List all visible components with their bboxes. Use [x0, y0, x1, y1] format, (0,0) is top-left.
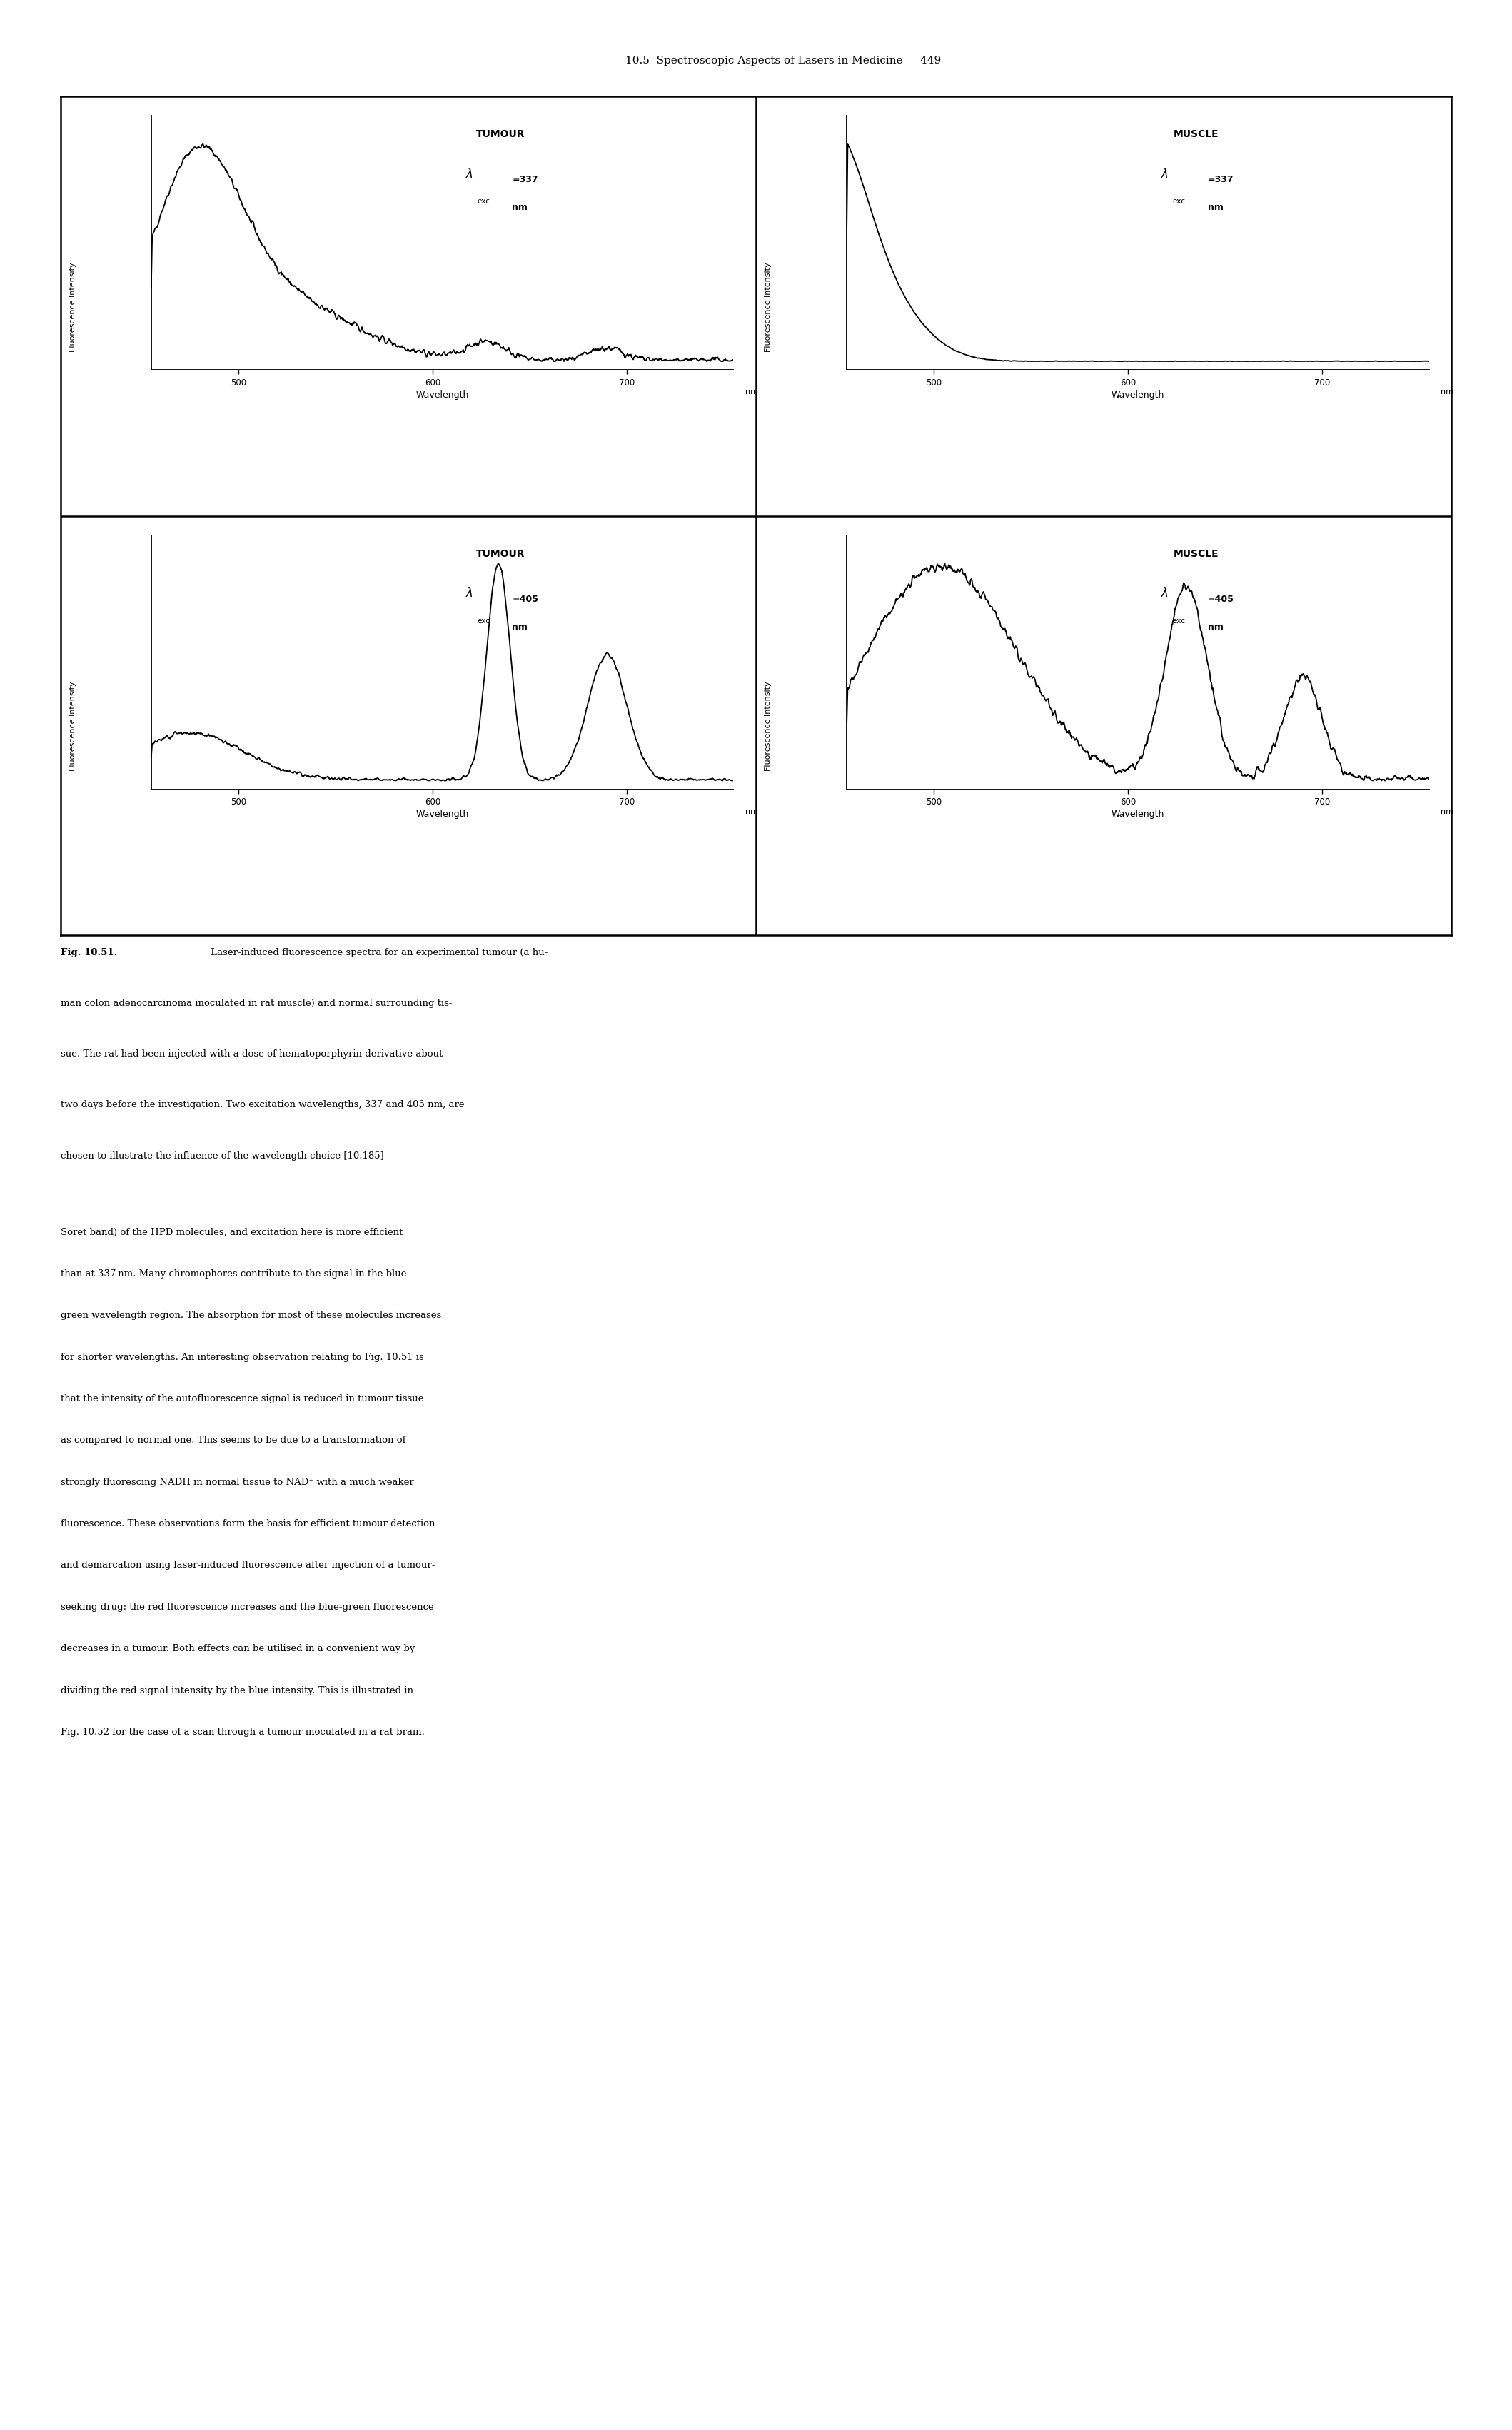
- Text: strongly fluorescing NADH in normal tissue to NAD⁺ with a much weaker: strongly fluorescing NADH in normal tiss…: [60, 1477, 414, 1487]
- Text: MUSCLE: MUSCLE: [1173, 549, 1219, 559]
- X-axis label: Wavelength: Wavelength: [1111, 391, 1164, 399]
- Text: and demarcation using laser-induced fluorescence after injection of a tumour-: and demarcation using laser-induced fluo…: [60, 1560, 435, 1570]
- Text: TUMOUR: TUMOUR: [476, 129, 525, 139]
- Text: Fluorescence Intensity: Fluorescence Intensity: [765, 262, 771, 352]
- Text: green wavelength region. The absorption for most of these molecules increases: green wavelength region. The absorption …: [60, 1310, 442, 1319]
- Text: dividing the red signal intensity by the blue intensity. This is illustrated in: dividing the red signal intensity by the…: [60, 1686, 413, 1694]
- X-axis label: Wavelength: Wavelength: [416, 809, 469, 819]
- Text: man colon adenocarcinoma inoculated in rat muscle) and normal surrounding tis-: man colon adenocarcinoma inoculated in r…: [60, 999, 452, 1008]
- Text: Fluorescence Intensity: Fluorescence Intensity: [70, 680, 76, 770]
- Text: Fluorescence Intensity: Fluorescence Intensity: [70, 262, 76, 352]
- Text: sue. The rat had been injected with a dose of hematoporphyrin derivative about: sue. The rat had been injected with a do…: [60, 1050, 443, 1059]
- Text: Fig. 10.52 for the case of a scan through a tumour inoculated in a rat brain.: Fig. 10.52 for the case of a scan throug…: [60, 1728, 425, 1737]
- Text: for shorter wavelengths. An interesting observation relating to Fig. 10.51 is: for shorter wavelengths. An interesting …: [60, 1351, 423, 1361]
- Text: Fig. 10.51.: Fig. 10.51.: [60, 948, 116, 957]
- Text: $\lambda$: $\lambda$: [1161, 168, 1169, 180]
- X-axis label: Wavelength: Wavelength: [1111, 809, 1164, 819]
- Text: MUSCLE: MUSCLE: [1173, 129, 1219, 139]
- Text: exc: exc: [478, 617, 490, 625]
- Text: exc: exc: [1173, 617, 1185, 625]
- Text: two days before the investigation. Two excitation wavelengths, 337 and 405 nm, a: two days before the investigation. Two e…: [60, 1101, 464, 1111]
- Text: =405: =405: [513, 595, 538, 603]
- Text: seeking drug: the red fluorescence increases and the blue-green fluorescence: seeking drug: the red fluorescence incre…: [60, 1601, 434, 1611]
- Text: TUMOUR: TUMOUR: [476, 549, 525, 559]
- Text: exc: exc: [1173, 197, 1185, 204]
- Text: nm: nm: [513, 204, 528, 211]
- Text: as compared to normal one. This seems to be due to a transformation of: as compared to normal one. This seems to…: [60, 1436, 405, 1446]
- Text: Soret band) of the HPD molecules, and excitation here is more efficient: Soret band) of the HPD molecules, and ex…: [60, 1227, 402, 1237]
- Text: Laser-induced fluorescence spectra for an experimental tumour (a hu-: Laser-induced fluorescence spectra for a…: [209, 948, 547, 957]
- Text: fluorescence. These observations form the basis for efficient tumour detection: fluorescence. These observations form th…: [60, 1519, 435, 1528]
- Text: that the intensity of the autofluorescence signal is reduced in tumour tissue: that the intensity of the autofluorescen…: [60, 1395, 423, 1402]
- Text: nm: nm: [1441, 807, 1453, 814]
- Text: =405: =405: [1208, 595, 1234, 603]
- Text: exc: exc: [478, 197, 490, 204]
- Text: nm: nm: [745, 389, 758, 396]
- Text: decreases in a tumour. Both effects can be utilised in a convenient way by: decreases in a tumour. Both effects can …: [60, 1643, 414, 1652]
- Text: nm: nm: [513, 622, 528, 632]
- Text: =337: =337: [1208, 175, 1234, 185]
- Text: 10.5  Spectroscopic Aspects of Lasers in Medicine     449: 10.5 Spectroscopic Aspects of Lasers in …: [626, 56, 940, 66]
- Text: than at 337 nm. Many chromophores contribute to the signal in the blue-: than at 337 nm. Many chromophores contri…: [60, 1268, 410, 1278]
- X-axis label: Wavelength: Wavelength: [416, 391, 469, 399]
- Text: nm: nm: [1208, 622, 1223, 632]
- Text: nm: nm: [745, 807, 758, 814]
- Text: Fluorescence Intensity: Fluorescence Intensity: [765, 680, 771, 770]
- Text: $\lambda$: $\lambda$: [466, 168, 473, 180]
- Text: =337: =337: [513, 175, 538, 185]
- Text: chosen to illustrate the influence of the wavelength choice [10.185]: chosen to illustrate the influence of th…: [60, 1152, 384, 1159]
- Text: nm: nm: [1441, 389, 1453, 396]
- Text: $\lambda$: $\lambda$: [1161, 586, 1169, 600]
- Text: nm: nm: [1208, 204, 1223, 211]
- Text: $\lambda$: $\lambda$: [466, 586, 473, 600]
